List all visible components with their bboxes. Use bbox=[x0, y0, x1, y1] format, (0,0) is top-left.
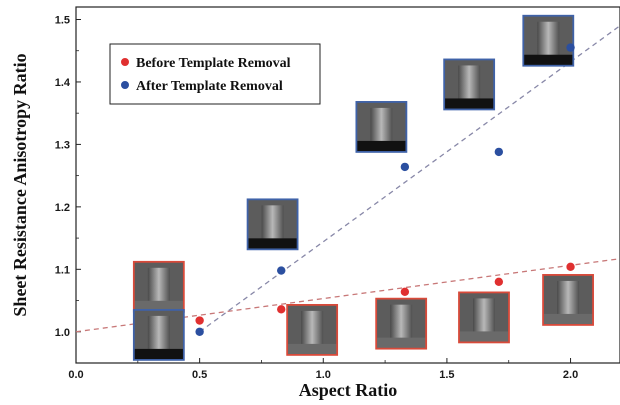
sem-inset-base bbox=[287, 343, 338, 355]
sem-inset-border bbox=[286, 303, 339, 356]
sem-inset-border bbox=[522, 14, 575, 67]
y-tick-label: 1.2 bbox=[55, 202, 70, 214]
sem-inset-base bbox=[376, 337, 427, 349]
sem-inset-base bbox=[459, 331, 509, 343]
sem-inset-feature bbox=[458, 65, 481, 101]
sem-inset-feature bbox=[473, 298, 495, 334]
legend-label-after: After Template Removal bbox=[136, 79, 283, 94]
y-tick-label: 1.0 bbox=[55, 327, 70, 339]
legend-marker-after bbox=[121, 81, 129, 89]
sem-inset-feature bbox=[261, 205, 284, 241]
sem-inset-base bbox=[356, 140, 407, 152]
y-tick-label: 1.4 bbox=[55, 77, 71, 89]
x-axis-ticks: 0.0 0.5 1.0 1.5 2.0 bbox=[68, 358, 578, 381]
sem-inset-feature bbox=[557, 280, 580, 316]
sem-inset-feature bbox=[147, 315, 170, 351]
sem-inset-border bbox=[443, 58, 496, 111]
x-tick-label: 1.0 bbox=[316, 369, 331, 381]
after-removal-point bbox=[195, 327, 204, 336]
x-tick-label: 0.5 bbox=[192, 369, 207, 381]
sem-inset-image bbox=[246, 198, 299, 251]
x-tick-label: 1.5 bbox=[439, 369, 454, 381]
sem-inset-feature bbox=[537, 21, 560, 57]
before-removal-point bbox=[566, 262, 575, 272]
sem-inset-image bbox=[286, 303, 339, 356]
legend-label-before: Before Template Removal bbox=[136, 56, 291, 71]
y-axis-ticks: 1.0 1.1 1.2 1.3 1.4 1.5 bbox=[55, 14, 81, 339]
y-tick-label: 1.1 bbox=[55, 264, 70, 276]
sem-inset-base bbox=[523, 54, 574, 66]
sem-inset-image bbox=[132, 260, 185, 313]
sem-inset-border bbox=[542, 274, 594, 326]
trendline-1 bbox=[199, 25, 620, 333]
before-removal-point bbox=[494, 277, 504, 287]
legend-box bbox=[109, 43, 321, 105]
sem-inset-image bbox=[542, 274, 594, 326]
after-removal-point bbox=[494, 147, 504, 157]
sem-inset-image bbox=[375, 297, 428, 350]
y-tick-label: 1.5 bbox=[55, 14, 70, 26]
sem-inset-image bbox=[355, 101, 408, 153]
legend: Before Template Removal After Template R… bbox=[109, 43, 321, 105]
before-removal-point bbox=[195, 316, 204, 325]
y-axis-label: Sheet Resistance Anisotropy Ratio bbox=[10, 53, 30, 316]
sem-inset-image bbox=[458, 291, 510, 344]
sem-inset-border bbox=[246, 198, 299, 251]
sem-inset-feature bbox=[301, 310, 324, 346]
data-points bbox=[195, 43, 575, 336]
sem-inset-base bbox=[543, 313, 594, 325]
x-tick-label: 2.0 bbox=[563, 369, 578, 381]
after-removal-point bbox=[277, 266, 286, 275]
before-removal-point bbox=[277, 305, 286, 314]
sem-inset-border bbox=[132, 308, 185, 361]
sem-inset-feature bbox=[370, 107, 393, 143]
sem-inset-feature bbox=[147, 267, 170, 303]
sem-inset-image bbox=[132, 308, 185, 361]
sem-inset-border bbox=[375, 297, 428, 350]
before-removal-point bbox=[400, 287, 410, 296]
sem-inset-border bbox=[355, 101, 408, 153]
sem-inset-base bbox=[133, 348, 184, 360]
x-tick-label: 0.0 bbox=[68, 369, 83, 381]
sem-inset-image bbox=[522, 14, 575, 67]
sem-insets bbox=[132, 14, 594, 361]
sem-inset-border bbox=[458, 291, 510, 344]
sem-inset-base bbox=[247, 238, 298, 250]
x-axis-label: Aspect Ratio bbox=[299, 380, 397, 400]
after-removal-point bbox=[566, 43, 575, 52]
sem-inset-base bbox=[444, 98, 495, 110]
sem-inset-feature bbox=[390, 304, 413, 340]
y-tick-label: 1.3 bbox=[55, 139, 70, 151]
legend-marker-before bbox=[121, 58, 129, 66]
sem-inset-image bbox=[443, 58, 496, 111]
after-removal-point bbox=[400, 162, 410, 172]
sem-inset-base bbox=[133, 300, 184, 312]
